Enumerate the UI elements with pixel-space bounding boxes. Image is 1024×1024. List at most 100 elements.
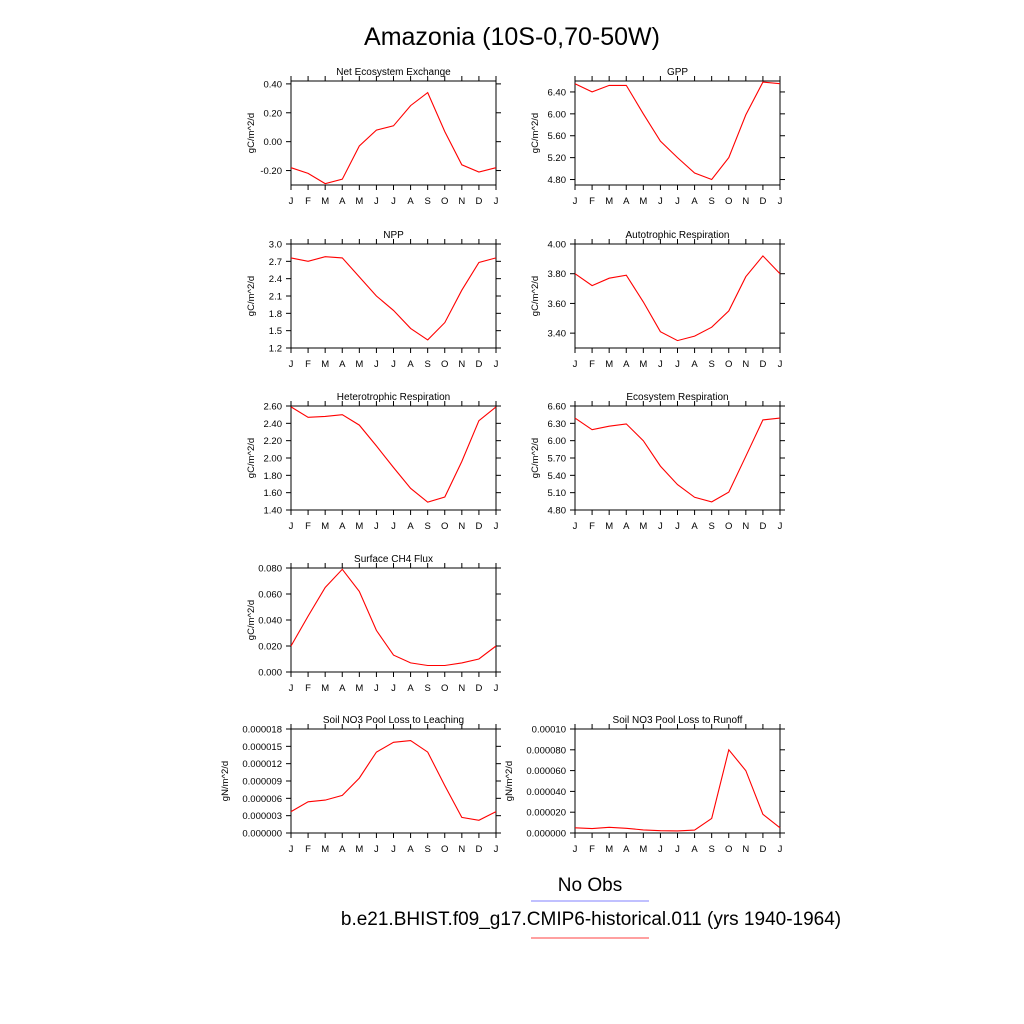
x-tick-label: J — [374, 359, 379, 370]
x-tick-label: J — [573, 359, 578, 370]
x-tick-label: N — [742, 844, 749, 855]
y-tick-label: 1.60 — [264, 488, 283, 499]
x-tick-label: J — [494, 359, 499, 370]
y-axis-label: gC/m^2/d — [246, 113, 257, 153]
y-axis-label: gC/m^2/d — [530, 438, 541, 478]
x-tick-label: A — [623, 196, 630, 207]
y-tick-label: 5.40 — [548, 471, 567, 482]
y-tick-label: 2.1 — [269, 292, 282, 303]
x-tick-label: J — [374, 196, 379, 207]
x-tick-label: D — [475, 683, 482, 694]
x-tick-label: D — [759, 844, 766, 855]
x-tick-label: M — [321, 521, 329, 532]
x-tick-label: O — [725, 844, 732, 855]
x-tick-label: A — [691, 844, 698, 855]
y-tick-label: 0.000020 — [526, 808, 566, 819]
y-tick-label: 4.80 — [548, 506, 567, 517]
x-tick-label: J — [494, 196, 499, 207]
x-tick-label: M — [355, 359, 363, 370]
x-tick-label: J — [573, 521, 578, 532]
x-tick-label: M — [355, 844, 363, 855]
x-tick-label: J — [494, 521, 499, 532]
y-tick-label: 0.000040 — [526, 787, 566, 798]
plot-frame — [574, 728, 781, 834]
x-tick-label: O — [441, 521, 448, 532]
series-line — [574, 748, 781, 832]
y-tick-label: 0.00 — [264, 137, 283, 148]
plot-frame — [290, 728, 497, 834]
y-tick-label: 6.00 — [548, 436, 567, 447]
y-tick-label: 6.60 — [548, 402, 567, 413]
series-line — [290, 406, 497, 503]
plot-frame — [574, 405, 781, 511]
x-tick-label: F — [589, 844, 595, 855]
plot-frame — [574, 80, 781, 186]
x-tick-label: A — [407, 196, 414, 207]
x-tick-label: J — [391, 359, 396, 370]
panel-title: NPP — [383, 230, 404, 241]
panel-title: Soil NO3 Pool Loss to Leaching — [323, 715, 464, 726]
x-tick-label: J — [573, 196, 578, 207]
x-tick-label: A — [623, 359, 630, 370]
y-tick-label: 0.40 — [264, 79, 283, 90]
plot-frame — [290, 567, 497, 673]
x-tick-label: J — [289, 359, 294, 370]
x-tick-label: D — [475, 521, 482, 532]
x-tick-label: J — [778, 521, 783, 532]
y-tick-label: 2.00 — [264, 454, 283, 465]
y-tick-label: 3.80 — [548, 269, 567, 280]
y-tick-label: 1.5 — [269, 326, 282, 337]
x-tick-label: A — [407, 359, 414, 370]
x-tick-label: F — [305, 196, 311, 207]
x-tick-label: A — [407, 844, 414, 855]
y-axis-label: gC/m^2/d — [530, 276, 541, 316]
series-line — [290, 256, 497, 341]
series-line — [574, 417, 781, 503]
y-tick-label: 3.60 — [548, 299, 567, 310]
plot-frame — [290, 243, 497, 349]
x-tick-label: D — [759, 196, 766, 207]
panel-title: Net Ecosystem Exchange — [336, 67, 451, 78]
x-tick-label: F — [589, 196, 595, 207]
x-tick-label: A — [691, 521, 698, 532]
plot-frame — [290, 80, 497, 186]
x-tick-label: A — [623, 844, 630, 855]
y-tick-label: 2.60 — [264, 402, 283, 413]
y-tick-label: 2.20 — [264, 436, 283, 447]
y-axis-label: gC/m^2/d — [530, 113, 541, 153]
x-tick-label: J — [374, 521, 379, 532]
y-tick-label: 0.000012 — [242, 759, 282, 770]
x-tick-label: J — [658, 844, 663, 855]
y-tick-label: 0.000000 — [242, 829, 282, 840]
series-line — [290, 740, 497, 821]
y-axis-label: gC/m^2/d — [246, 438, 257, 478]
x-tick-label: A — [623, 521, 630, 532]
x-tick-label: J — [289, 196, 294, 207]
x-tick-label: M — [321, 196, 329, 207]
x-tick-label: J — [374, 683, 379, 694]
x-tick-label: N — [458, 521, 465, 532]
y-tick-label: 0.000006 — [242, 794, 282, 805]
x-tick-label: J — [675, 844, 680, 855]
x-tick-label: A — [407, 683, 414, 694]
x-tick-label: S — [708, 521, 714, 532]
x-tick-label: A — [691, 196, 698, 207]
series-line — [290, 91, 497, 185]
x-tick-label: M — [355, 196, 363, 207]
x-tick-label: J — [675, 196, 680, 207]
plot-frame — [290, 405, 497, 511]
x-tick-label: S — [424, 844, 430, 855]
x-tick-label: S — [424, 683, 430, 694]
x-tick-label: S — [424, 196, 430, 207]
x-tick-label: D — [759, 359, 766, 370]
panel-title: Heterotrophic Respiration — [337, 392, 450, 403]
x-tick-label: O — [441, 196, 448, 207]
x-tick-label: J — [778, 359, 783, 370]
y-tick-label: 0.000000 — [526, 829, 566, 840]
y-tick-label: 1.40 — [264, 506, 283, 517]
panel-title: Surface CH4 Flux — [354, 554, 433, 565]
y-tick-label: 0.060 — [258, 590, 282, 601]
x-tick-label: J — [391, 521, 396, 532]
